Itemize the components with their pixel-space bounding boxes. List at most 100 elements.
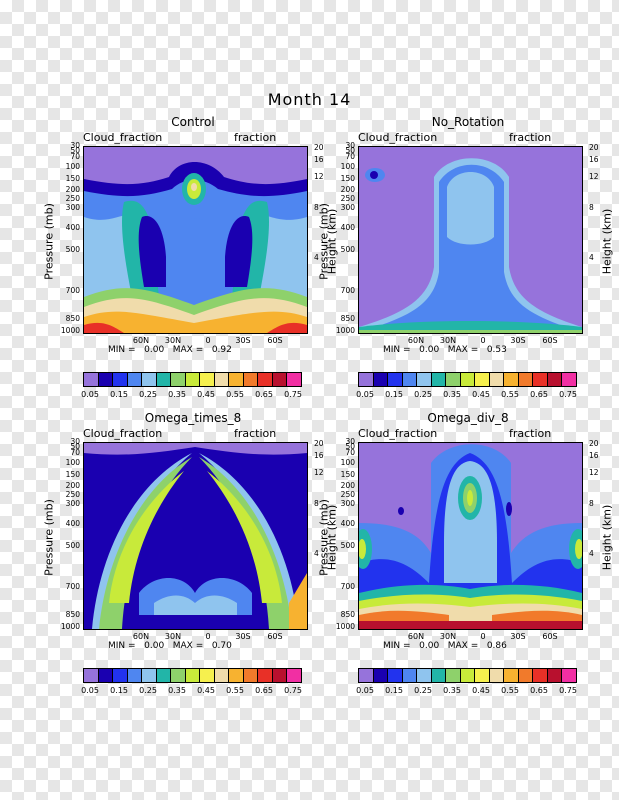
colorbar-tick-label: 0.55 <box>501 686 519 695</box>
colorbar <box>358 372 577 387</box>
contour-plot <box>358 146 583 334</box>
pressure-tick-label: 70 <box>70 448 80 457</box>
panel-right-caption: fraction <box>234 427 277 440</box>
panel-title: Omega_div_8 <box>427 411 509 425</box>
height-tick-label: 4 <box>314 253 319 262</box>
pressure-tick-label: 100 <box>340 458 355 467</box>
colorbar-swatch <box>518 669 533 682</box>
panel-title: Control <box>171 115 215 129</box>
colorbar-swatch <box>113 373 128 386</box>
pressure-tick-label: 150 <box>340 470 355 479</box>
y2-axis-title: Height (km) <box>600 504 614 571</box>
height-tick-label: 12 <box>314 172 324 181</box>
colorbar-swatch <box>533 373 548 386</box>
pressure-tick-label: 200 <box>65 185 80 194</box>
latitude-tick-label: 30S <box>510 336 526 345</box>
height-tick-label: 20 <box>589 439 599 448</box>
latitude-tick-label: 30S <box>235 336 251 345</box>
contour-level <box>359 539 366 559</box>
colorbar-swatch <box>200 373 215 386</box>
colorbar-tick-label: 0.05 <box>81 686 99 695</box>
colorbar-swatch <box>84 669 99 682</box>
height-tick-label: 4 <box>589 549 594 558</box>
contour-level <box>207 471 282 603</box>
panel-no-rotation: No_Rotation Cloud_fraction fraction 30 50… <box>313 115 614 413</box>
colorbar-tick-label: 0.45 <box>197 390 215 399</box>
height-tick-label: 8 <box>314 499 319 508</box>
colorbar-swatch <box>272 373 287 386</box>
colorbar-tick-label: 0.25 <box>414 390 432 399</box>
colorbar-swatch <box>185 669 200 682</box>
colorbar-tick-label: 0.65 <box>255 686 273 695</box>
contour-level <box>225 216 253 287</box>
colorbar-swatch <box>272 669 287 682</box>
colorbar-tick-label: 0.25 <box>139 686 157 695</box>
latitude-tick-label: 30N <box>439 632 457 641</box>
colorbar-swatch <box>417 373 432 386</box>
panel-right-caption: fraction <box>234 131 277 144</box>
pressure-tick-label: 50 <box>70 442 80 451</box>
pressure-tick-label: 250 <box>340 194 355 203</box>
colorbar-tick-label: 0.35 <box>443 390 461 399</box>
colorbar-tick-label: 0.65 <box>530 390 548 399</box>
colorbar-swatch <box>460 373 475 386</box>
y-axis-title: Pressure (mb) <box>317 203 331 280</box>
colorbar-tick-label: 0.55 <box>226 390 244 399</box>
contour-level <box>84 322 124 333</box>
pressure-tick-label: 250 <box>340 490 355 499</box>
contour-level <box>186 218 205 287</box>
colorbar-tick-label: 0.15 <box>110 390 128 399</box>
colorbar-tick-label: 0.15 <box>385 390 403 399</box>
colorbar-tick-label: 0.15 <box>110 686 128 695</box>
colorbar-swatch <box>229 669 244 682</box>
panel-left-caption: Cloud_fraction <box>83 427 163 440</box>
latitude-tick-label: 0 <box>205 632 211 641</box>
colorbar-tick-label: 0.75 <box>284 390 302 399</box>
colorbar-swatch <box>417 669 432 682</box>
contour-level <box>84 311 307 333</box>
colorbar-swatch <box>431 669 446 682</box>
pressure-tick-label: 300 <box>65 499 80 508</box>
latitude-tick-label: 0 <box>205 336 211 345</box>
contour-plot <box>83 146 308 334</box>
colorbar-swatch <box>127 373 142 386</box>
height-tick-label: 20 <box>314 143 324 152</box>
latitude-tick-label: 60S <box>542 336 558 345</box>
colorbar-swatch <box>171 669 186 682</box>
pressure-tick-label: 300 <box>340 499 355 508</box>
colorbar-tick-label: 0.45 <box>472 686 490 695</box>
colorbar-tick-label: 0.55 <box>501 390 519 399</box>
contour-level <box>369 164 572 333</box>
pressure-tick-label: 50 <box>345 442 355 451</box>
contour-plot <box>83 442 308 630</box>
pressure-tick-label: 850 <box>340 610 355 619</box>
height-tick-label: 16 <box>314 451 324 460</box>
height-tick-label: 20 <box>589 143 599 152</box>
contour-level <box>109 471 184 603</box>
pressure-tick-label: 500 <box>65 541 80 550</box>
pressure-tick-label: 70 <box>345 152 355 161</box>
colorbar-swatch <box>547 373 562 386</box>
colorbar-swatch <box>156 669 171 682</box>
pressure-tick-label: 500 <box>340 541 355 550</box>
height-tick-label: 8 <box>589 499 594 508</box>
colorbar-tick-label: 0.75 <box>284 686 302 695</box>
panel-right-caption: fraction <box>509 427 552 440</box>
colorbar-swatch <box>171 373 186 386</box>
pressure-tick-label: 30 <box>345 437 355 446</box>
colorbar-tick-label: 0.35 <box>443 686 461 695</box>
colorbar-swatch <box>214 373 229 386</box>
colorbar-swatch <box>243 669 258 682</box>
panel-left-caption: Cloud_fraction <box>358 427 438 440</box>
colorbar-swatch <box>287 669 301 682</box>
colorbar-swatch <box>562 669 576 682</box>
colorbar-tick-label: 0.25 <box>139 390 157 399</box>
colorbar-swatch <box>489 373 504 386</box>
colorbar-swatch <box>431 373 446 386</box>
colorbar-tick-label: 0.05 <box>81 390 99 399</box>
colorbar-tick-label: 0.05 <box>356 686 374 695</box>
y-axis-title: Pressure (mb) <box>317 499 331 576</box>
contour-level <box>191 183 197 191</box>
contour-level <box>359 330 582 333</box>
latitude-tick-label: 0 <box>480 336 486 345</box>
